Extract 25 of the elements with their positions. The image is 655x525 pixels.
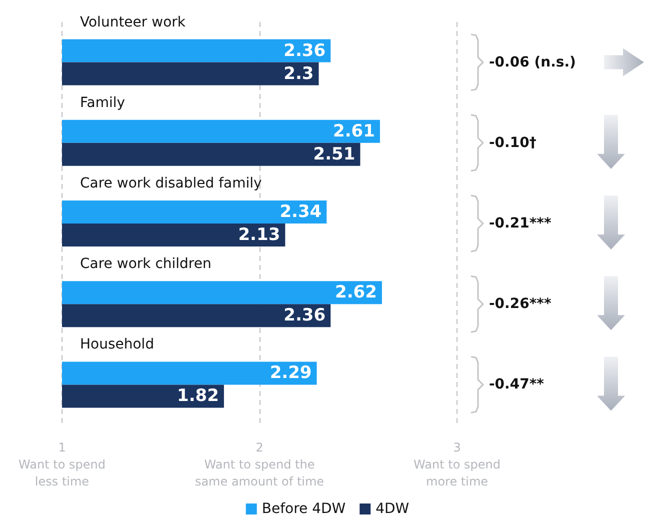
y-tick-label: Care work disabled family: [80, 176, 262, 192]
data-label: 2.51: [313, 144, 356, 164]
x-tick-label: 3 Want to spend more time: [414, 440, 500, 488]
text: -0.21***: [489, 216, 552, 232]
data-label: 2.34: [280, 202, 322, 222]
data-label: 1.82: [176, 386, 219, 406]
data-label: 2.36: [284, 306, 326, 326]
legend-label: Before 4DW: [262, 501, 346, 517]
data-label: 2.29: [270, 363, 312, 384]
x-tick-label: 2 Want to spend the same amount of time: [194, 440, 324, 488]
y-tick-label: Family: [80, 94, 126, 111]
y-tick-label: Volunteer work: [80, 14, 186, 30]
y-tick-label: Household: [80, 336, 154, 353]
text: -0.26***: [489, 296, 552, 312]
legend-label: 4DW: [376, 501, 410, 517]
text: -0.10†: [489, 134, 536, 151]
data-label: 2.62: [334, 282, 377, 303]
data-label: 2.3: [284, 64, 314, 84]
text: -0.06 (n.s.): [489, 54, 576, 70]
data-label: 2.13: [238, 225, 280, 245]
text: -0.47**: [489, 376, 545, 393]
data-label: 2.61: [333, 121, 375, 142]
data-label: 2.36: [284, 40, 326, 61]
x-tick-label: 1 Want to spend less time: [18, 440, 106, 488]
y-tick-label: Care work children: [80, 256, 212, 272]
